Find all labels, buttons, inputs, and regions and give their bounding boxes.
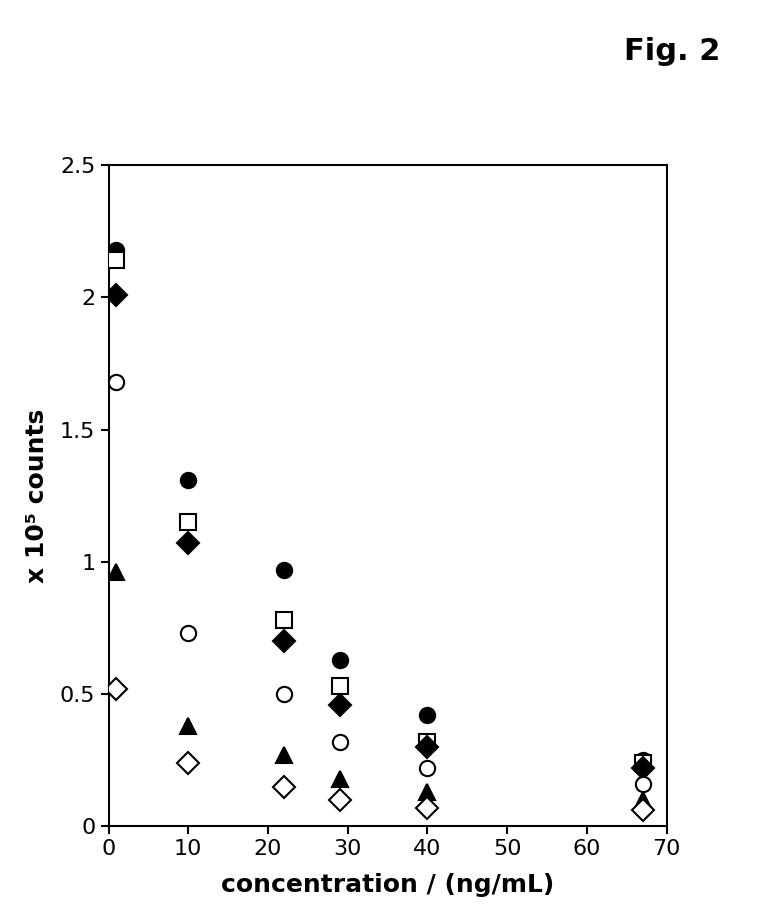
X-axis label: concentration / (ng/mL): concentration / (ng/mL)	[221, 873, 554, 897]
Y-axis label: x 10⁵ counts: x 10⁵ counts	[25, 409, 49, 583]
Text: Fig. 2: Fig. 2	[625, 37, 721, 66]
